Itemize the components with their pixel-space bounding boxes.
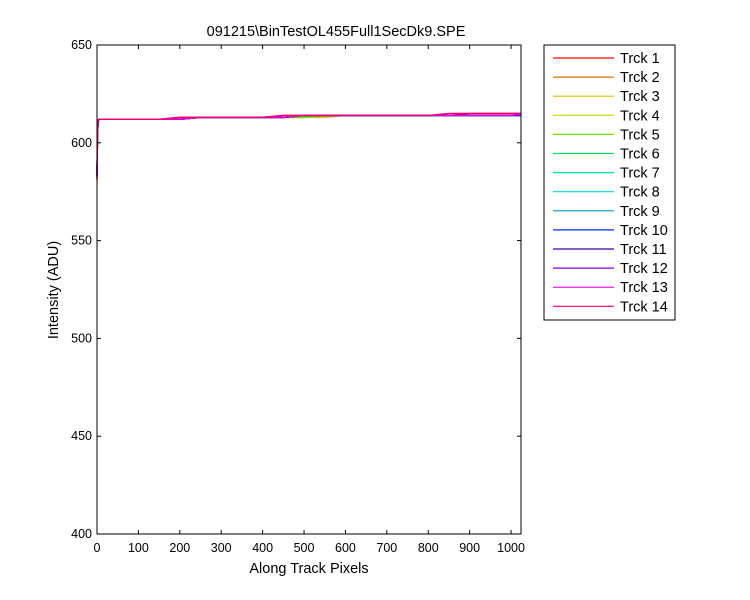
x-tick-label: 0	[94, 541, 101, 555]
legend-label: Trck 13	[620, 280, 668, 296]
y-tick-label: 400	[71, 527, 92, 541]
legend: Trck 1 Trck 2 Trck 3 Trck 4 Trck 5 Trck 6 Trck…	[543, 44, 676, 321]
legend-label: Trck 7	[620, 166, 660, 182]
y-axis: 400 450 500 550 600 650	[71, 38, 521, 541]
x-axis-label: Along Track Pixels	[249, 561, 368, 577]
legend-label: Trck 4	[620, 108, 660, 124]
y-tick-label: 600	[71, 136, 92, 150]
legend-label: Trck 5	[620, 127, 660, 143]
legend-label: Trck 6	[620, 147, 660, 163]
x-tick-label: 200	[169, 541, 190, 555]
chart-title: 091215\BinTestOL455Full1SecDk9.SPE	[207, 24, 466, 40]
series-lines	[96, 112, 521, 180]
legend-box	[543, 44, 676, 321]
legend-label: Trck 2	[620, 70, 660, 86]
legend-label: Trck 14	[620, 299, 668, 315]
legend-label: Trck 8	[620, 185, 660, 201]
x-tick-label: 100	[128, 541, 149, 555]
y-tick-label: 550	[71, 234, 92, 248]
y-tick-label: 650	[71, 38, 92, 52]
y-tick-label: 450	[71, 429, 92, 443]
y-tick-label: 500	[71, 331, 92, 345]
x-tick-label: 900	[459, 541, 480, 555]
x-tick-label: 800	[418, 541, 439, 555]
plot-frame	[96, 44, 522, 535]
x-tick-label: 300	[211, 541, 232, 555]
legend-label: Trck 3	[620, 89, 660, 105]
legend-label: Trck 11	[620, 242, 667, 258]
legend-label: Trck 12	[620, 261, 668, 277]
x-tick-label: 400	[252, 541, 273, 555]
legend-label: Trck 10	[620, 223, 668, 239]
legend-label: Trck 1	[620, 51, 660, 67]
series-line-14	[96, 112, 521, 179]
y-axis-label: Intensity (ADU)	[46, 241, 62, 339]
legend-label: Trck 9	[620, 204, 660, 220]
x-tick-label: 500	[294, 541, 315, 555]
x-axis: 0 100 200 300 400 500 600 700 800 900 1000	[94, 45, 525, 555]
plot-area	[97, 45, 521, 534]
x-tick-label: 1000	[497, 541, 525, 555]
x-tick-label: 600	[335, 541, 356, 555]
x-tick-label: 700	[376, 541, 397, 555]
